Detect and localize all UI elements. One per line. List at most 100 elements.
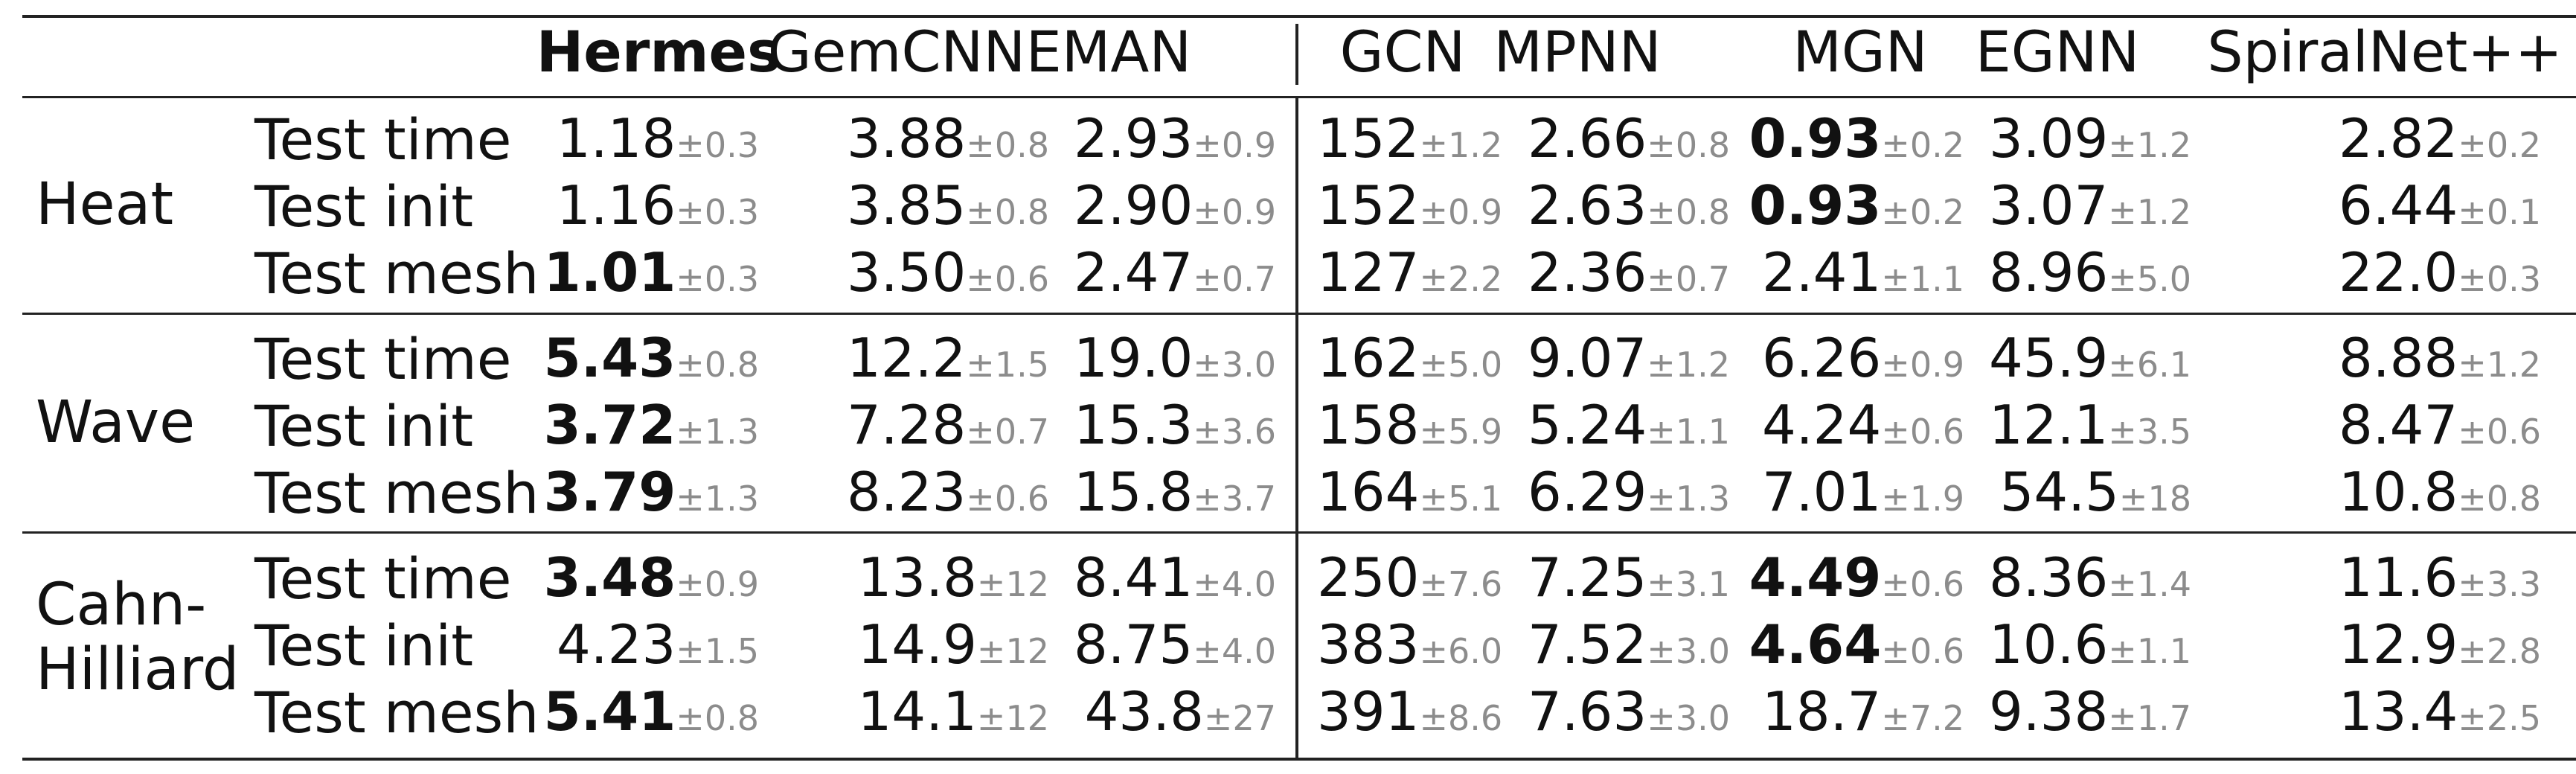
table-cell: 9.38±1.7: [1989, 685, 2191, 738]
cell-std: ±0.8: [966, 192, 1049, 232]
cell-value: 3.79: [543, 461, 676, 523]
cell-value: 11.6: [2338, 546, 2458, 609]
cell-std: ±0.3: [676, 125, 759, 165]
cell-std: ±1.5: [966, 345, 1049, 385]
table-cell: 10.8±0.8: [2339, 465, 2541, 519]
cell-std: ±0.7: [966, 412, 1049, 452]
cell-std: ±27: [1203, 698, 1276, 738]
cell-value: 45.9: [1988, 327, 2109, 389]
cell-std: ±3.1: [1647, 564, 1730, 604]
cell-std: ±1.4: [2108, 564, 2191, 604]
row-label: Test time: [254, 326, 512, 392]
cell-value: 10.8: [2338, 461, 2458, 523]
cell-std: ±1.1: [2108, 631, 2191, 671]
cell-std: ±0.8: [2458, 479, 2541, 519]
cell-value: 14.9: [857, 613, 977, 676]
table-cell: 383±6.0: [1317, 618, 1502, 671]
cell-std: ±3.0: [1193, 345, 1276, 385]
table-cell: 8.75±4.0: [1074, 618, 1276, 671]
cell-value: 6.44: [2338, 174, 2458, 237]
cell-value: 164: [1317, 461, 1420, 523]
cell-value: 158: [1317, 394, 1420, 456]
table-cell: 162±5.0: [1317, 331, 1502, 385]
cell-std: ±1.3: [676, 412, 759, 452]
table-cell: 3.09±1.2: [1989, 112, 2191, 165]
table-cell: 0.93±0.2: [1749, 112, 1964, 165]
table-cell: 2.63±0.8: [1528, 179, 1730, 232]
cell-value: 4.64: [1749, 613, 1882, 676]
cell-value: 22.0: [2338, 241, 2458, 304]
cell-value: 13.8: [857, 546, 977, 609]
cell-value: 15.3: [1073, 394, 1194, 456]
table-cell: 5.24±1.1: [1528, 398, 1730, 452]
cell-value: 8.96: [1988, 241, 2109, 304]
cell-value: 6.29: [1527, 461, 1647, 523]
cell-value: 8.41: [1073, 546, 1194, 609]
group-label: Wave: [36, 389, 196, 456]
cell-value: 5.24: [1527, 394, 1647, 456]
cell-value: 5.43: [543, 327, 676, 389]
table-cell: 12.1±3.5: [1989, 398, 2191, 452]
cell-value: 8.47: [2338, 394, 2458, 456]
table-cell: 3.50±0.6: [847, 246, 1049, 299]
cell-std: ±12: [976, 698, 1049, 738]
cell-std: ±1.2: [2458, 345, 2541, 385]
table-cell: 4.49±0.6: [1749, 551, 1964, 604]
row-label: Test mesh: [254, 679, 539, 746]
table-cell: 1.18±0.3: [557, 112, 759, 165]
cell-std: ±8.6: [1419, 698, 1503, 738]
cell-value: 7.28: [846, 394, 967, 456]
cell-std: ±1.2: [2108, 192, 2191, 232]
cell-value: 5.41: [543, 680, 676, 743]
cell-std: ±2.5: [2458, 698, 2541, 738]
column-header-gemcnn: GemCNN: [767, 19, 1026, 85]
cell-value: 7.63: [1527, 680, 1647, 743]
column-header-mpnn: MPNN: [1493, 19, 1662, 85]
table-cell: 6.29±1.3: [1528, 465, 1730, 519]
cell-value: 2.82: [2338, 107, 2458, 170]
cell-std: ±1.3: [1647, 479, 1730, 519]
row-label: Test init: [254, 173, 474, 240]
table-cell: 391±8.6: [1317, 685, 1502, 738]
cell-value: 3.48: [543, 546, 676, 609]
cell-value: 4.23: [556, 613, 676, 676]
column-header-egnn: EGNN: [1975, 19, 2140, 85]
table-cell: 8.36±1.4: [1989, 551, 2191, 604]
table-cell: 164±5.1: [1317, 465, 1502, 519]
cell-std: ±0.7: [1193, 259, 1276, 299]
cell-value: 3.88: [846, 107, 967, 170]
table-cell: 7.25±3.1: [1528, 551, 1730, 604]
row-label: Test time: [254, 106, 512, 173]
cell-std: ±2.8: [2458, 631, 2541, 671]
row-label: Test init: [254, 613, 474, 679]
table-cell: 152±1.2: [1317, 112, 1502, 165]
table-cell: 7.01±1.9: [1762, 465, 1964, 519]
table-cell: 7.28±0.7: [847, 398, 1049, 452]
cell-std: ±5.0: [2108, 259, 2191, 299]
cell-std: ±5.0: [1419, 345, 1503, 385]
cell-value: 12.1: [1988, 394, 2109, 456]
cell-std: ±4.0: [1193, 631, 1276, 671]
cell-value: 7.25: [1527, 546, 1647, 609]
cell-std: ±3.3: [2458, 564, 2541, 604]
column-separator: [1295, 315, 1298, 531]
cell-std: ±0.2: [1881, 192, 1964, 232]
cell-value: 3.72: [543, 394, 676, 456]
group-label: Heat: [36, 171, 174, 238]
cell-std: ±0.9: [1881, 345, 1964, 385]
cell-value: 3.50: [846, 241, 967, 304]
table-cell: 10.6±1.1: [1989, 618, 2191, 671]
table-cell: 14.9±12: [858, 618, 1049, 671]
cell-value: 9.07: [1527, 327, 1647, 389]
cell-std: ±0.9: [1193, 192, 1276, 232]
cell-std: ±0.8: [676, 698, 759, 738]
table-cell: 8.88±1.2: [2339, 331, 2541, 385]
table-cell: 3.07±1.2: [1989, 179, 2191, 232]
cell-value: 152: [1317, 174, 1420, 237]
table-cell: 13.4±2.5: [2339, 685, 2541, 738]
cell-std: ±5.1: [1419, 479, 1503, 519]
header-rule: [22, 96, 2576, 98]
row-label: Test mesh: [254, 240, 539, 307]
column-header-hermes: Hermes: [536, 19, 781, 85]
cell-value: 7.01: [1761, 461, 1882, 523]
